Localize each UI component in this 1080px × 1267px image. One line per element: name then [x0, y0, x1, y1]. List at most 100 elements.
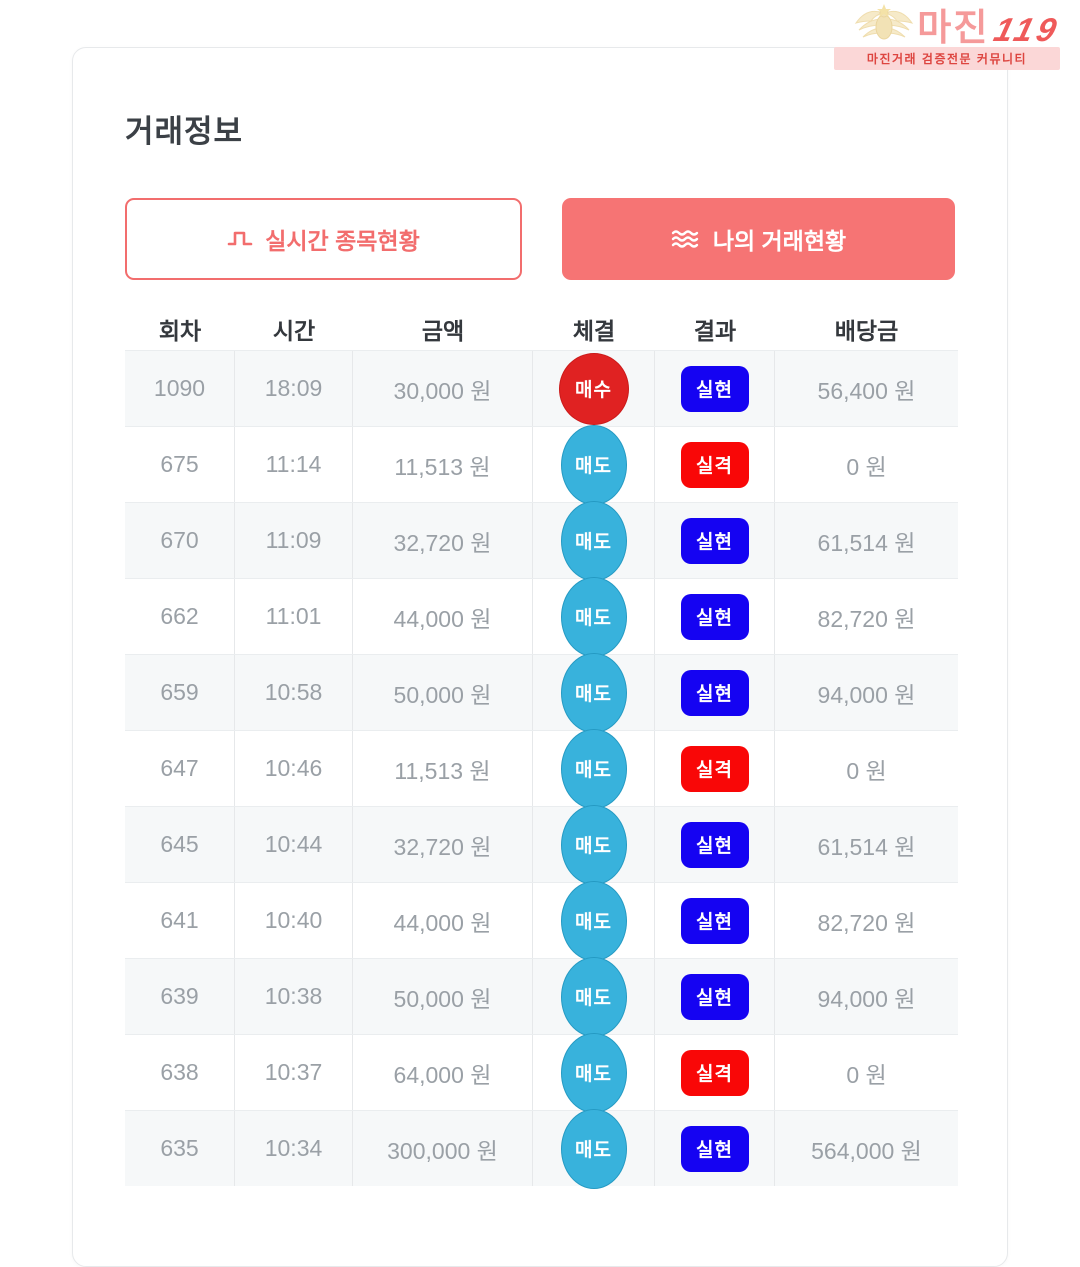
cell-round: 662 — [125, 579, 235, 654]
table-row: 635 10:34 300,000 원 매도 실현 564,000 원 — [125, 1108, 958, 1189]
cell-exec: 매도 — [533, 1108, 655, 1189]
cell-time: 11:14 — [235, 427, 353, 502]
cell-amount: 64,000 원 — [353, 1035, 533, 1110]
table-row: 659 10:58 50,000 원 매도 실현 94,000 원 — [125, 652, 958, 733]
cell-exec: 매도 — [533, 652, 655, 733]
column-header: 배당금 — [834, 318, 899, 344]
table-row: 662 11:01 44,000 원 매도 실현 82,720 원 — [125, 576, 958, 657]
my-trades-label: 나의 거래현황 — [712, 228, 847, 254]
result-badge: 실현 — [680, 973, 749, 1020]
table-row: 1090 18:09 30,000 원 매수 실현 56,400 원 — [125, 350, 958, 426]
cell-payout: 564,000 원 — [811, 1137, 922, 1164]
logo-suffix: 119 — [990, 11, 1065, 48]
cell-time: 10:44 — [235, 807, 353, 882]
cell-time: 10:40 — [235, 883, 353, 958]
table-row: 641 10:40 44,000 원 매도 실현 82,720 원 — [125, 880, 958, 961]
cell-exec: 매도 — [533, 880, 655, 961]
cell-payout: 0 원 — [846, 757, 887, 784]
exec-badge: 매도 — [560, 424, 627, 505]
cell-result: 실현 — [655, 1111, 775, 1186]
result-badge: 실격 — [680, 441, 749, 488]
cell-time: 11:09 — [235, 503, 353, 578]
table-row: 639 10:38 50,000 원 매도 실현 94,000 원 — [125, 956, 958, 1037]
cell-time: 18:09 — [235, 351, 353, 426]
cell-amount: 44,000 원 — [353, 579, 533, 654]
cell-payout: 0 원 — [846, 1061, 887, 1088]
cell-exec: 매도 — [533, 956, 655, 1037]
column-header: 체결 — [572, 318, 616, 344]
cell-payout: 61,514 원 — [817, 529, 916, 556]
cell-exec: 매도 — [533, 804, 655, 885]
cell-payout: 56,400 원 — [817, 377, 916, 404]
cell-payout: 61,514 원 — [817, 833, 916, 860]
cell-round: 645 — [125, 807, 235, 882]
pulse-icon — [227, 228, 253, 250]
cell-amount: 30,000 원 — [353, 351, 533, 426]
table-row: 638 10:37 64,000 원 매도 실격 0 원 — [125, 1032, 958, 1113]
cell-payout: 94,000 원 — [817, 985, 916, 1012]
exec-badge: 매도 — [560, 880, 627, 961]
cell-exec: 매수 — [533, 351, 655, 426]
result-badge: 실현 — [680, 593, 749, 640]
exec-badge: 매수 — [558, 352, 629, 425]
cell-round: 647 — [125, 731, 235, 806]
trade-table: 회차 시간 금액 체결 결과 배당금 1090 18:09 30,000 원 매수 실현 56,40… — [125, 308, 958, 1189]
cell-exec: 매도 — [533, 424, 655, 505]
exec-badge: 매도 — [560, 652, 627, 733]
cell-amount: 300,000 원 — [353, 1111, 533, 1186]
table-row: 670 11:09 32,720 원 매도 실현 61,514 원 — [125, 500, 958, 581]
realtime-stocks-button[interactable]: 실시간 종목현황 — [125, 198, 522, 280]
result-badge: 실현 — [680, 1125, 749, 1172]
column-header: 회차 — [158, 318, 202, 344]
cell-exec: 매도 — [533, 576, 655, 657]
exec-badge: 매도 — [560, 1108, 627, 1189]
column-header: 결과 — [693, 318, 737, 344]
cell-result: 실격 — [655, 427, 775, 502]
cell-result: 실현 — [655, 579, 775, 654]
cell-time: 10:38 — [235, 959, 353, 1034]
column-header: 금액 — [421, 318, 465, 344]
result-badge: 실현 — [680, 669, 749, 716]
cell-result: 실현 — [655, 503, 775, 578]
cell-round: 675 — [125, 427, 235, 502]
cell-payout: 0 원 — [846, 453, 887, 480]
cell-round: 659 — [125, 655, 235, 730]
cell-result: 실현 — [655, 883, 775, 958]
cell-payout: 82,720 원 — [817, 909, 916, 936]
eagle-emblem-icon — [853, 3, 915, 52]
cell-round: 670 — [125, 503, 235, 578]
cell-time: 10:34 — [235, 1111, 353, 1186]
view-toggle-group: 실시간 종목현황 나의 거래현황 — [125, 198, 955, 280]
table-body: 1090 18:09 30,000 원 매수 실현 56,400 원 675 11:14 11,… — [125, 350, 958, 1189]
result-badge: 실현 — [680, 897, 749, 944]
cell-round: 639 — [125, 959, 235, 1034]
cell-round: 1090 — [125, 351, 235, 426]
cell-result: 실현 — [655, 655, 775, 730]
cell-exec: 매도 — [533, 1032, 655, 1113]
cell-result: 실격 — [655, 1035, 775, 1110]
exec-badge: 매도 — [560, 728, 627, 809]
result-badge: 실격 — [680, 1049, 749, 1096]
cell-amount: 50,000 원 — [353, 959, 533, 1034]
exec-badge: 매도 — [560, 1032, 627, 1113]
cell-amount: 50,000 원 — [353, 655, 533, 730]
column-header: 시간 — [272, 318, 316, 344]
cell-round: 641 — [125, 883, 235, 958]
page-title: 거래정보 — [125, 114, 244, 149]
table-row: 645 10:44 32,720 원 매도 실현 61,514 원 — [125, 804, 958, 885]
table-row: 675 11:14 11,513 원 매도 실격 0 원 — [125, 424, 958, 505]
my-trades-button[interactable]: 나의 거래현황 — [562, 198, 955, 280]
result-badge: 실현 — [680, 365, 749, 412]
result-badge: 실격 — [680, 745, 749, 792]
cell-round: 638 — [125, 1035, 235, 1110]
exec-badge: 매도 — [560, 500, 627, 581]
waves-icon — [671, 228, 701, 250]
logo-subtitle: 마진거래 검증전문 커뮤니티 — [834, 47, 1060, 70]
cell-payout: 94,000 원 — [817, 681, 916, 708]
cell-result: 실현 — [655, 351, 775, 426]
cell-amount: 11,513 원 — [353, 731, 533, 806]
cell-amount: 44,000 원 — [353, 883, 533, 958]
cell-time: 10:37 — [235, 1035, 353, 1110]
cell-round: 635 — [125, 1111, 235, 1186]
table-row: 647 10:46 11,513 원 매도 실격 0 원 — [125, 728, 958, 809]
